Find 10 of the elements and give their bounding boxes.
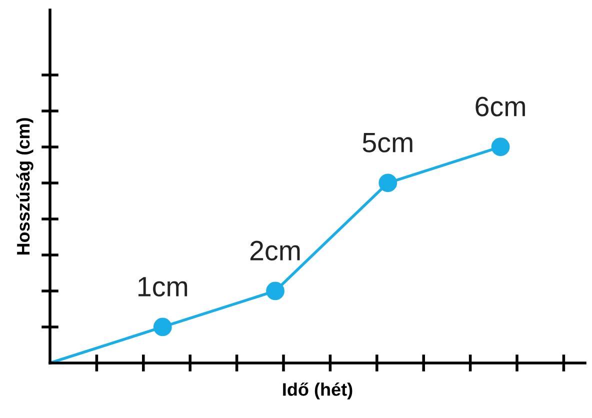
data-label: 5cm <box>362 133 412 152</box>
point <box>378 174 398 192</box>
data-label: 1cm <box>138 277 188 296</box>
data-label: 6cm <box>476 96 525 116</box>
point <box>491 138 510 156</box>
point <box>266 282 284 300</box>
point <box>153 318 172 336</box>
x-axis-title: Idő (hét) <box>283 382 352 400</box>
y-axis-title: Hosszúság (cm) <box>16 118 34 255</box>
data-label: 2cm <box>250 240 300 260</box>
